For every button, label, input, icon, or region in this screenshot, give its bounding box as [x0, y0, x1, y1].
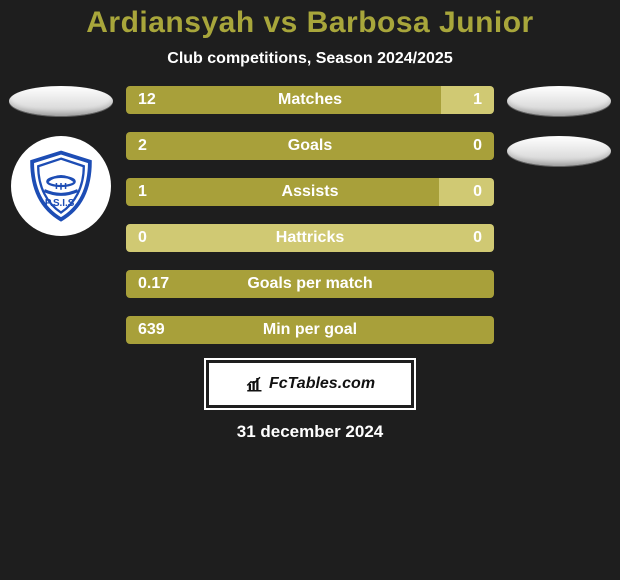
stat-value-left: 2 [138, 137, 147, 155]
stat-value-left: 0.17 [138, 275, 169, 293]
brand-badge: FcTables.com [206, 360, 414, 408]
brand-prefix: Fc [269, 375, 288, 392]
stat-value-left: 1 [138, 183, 147, 201]
brand-suffix: Tables.com [288, 375, 375, 392]
comparison-card: Ardiansyah vs Barbosa Junior Club compet… [0, 0, 620, 442]
stat-label: Min per goal [263, 321, 357, 339]
stat-value-left: 639 [138, 321, 165, 339]
footer-date: 31 december 2024 [237, 422, 384, 442]
player-badge-right-1 [507, 86, 611, 116]
stat-bar: Min per goal 639 [126, 316, 494, 344]
page-title: Ardiansyah vs Barbosa Junior [0, 6, 620, 40]
stat-label: Goals per match [247, 275, 372, 293]
player-badge-left [9, 86, 113, 116]
stat-bar: Goals per match 0.17 [126, 270, 494, 298]
stat-bar: Assists 1 0 [126, 178, 494, 206]
stat-bar: Matches 12 1 [126, 86, 494, 114]
stat-bar: Hattricks 0 0 [126, 224, 494, 252]
stats-bars: Matches121Goals20Assists10Hattricks00Goa… [116, 86, 504, 344]
content-row: P.S.I.S. Matches121Goals20Assists10Hattr… [0, 86, 620, 344]
player-badge-right-2 [507, 136, 611, 166]
stat-label: Matches [278, 91, 342, 109]
stat-bar-segment [126, 86, 387, 114]
club-logo-left: P.S.I.S. [11, 136, 111, 236]
bar-chart-icon [245, 375, 263, 393]
stat-bar-segment [387, 86, 440, 114]
stat-label: Hattricks [276, 229, 344, 247]
stat-value-right: 0 [473, 229, 482, 247]
stat-bar-segment [439, 178, 494, 206]
stat-label: Assists [282, 183, 339, 201]
stat-label: Goals [288, 137, 332, 155]
brand-text: FcTables.com [269, 375, 375, 393]
subtitle: Club competitions, Season 2024/2025 [0, 50, 620, 68]
stat-value-right: 0 [473, 183, 482, 201]
stat-value-left: 0 [138, 229, 147, 247]
right-column [504, 86, 614, 166]
stat-bar: Goals 2 0 [126, 132, 494, 160]
stat-value-left: 12 [138, 91, 156, 109]
svg-text:P.S.I.S.: P.S.I.S. [45, 198, 77, 209]
stat-bar-segment [441, 86, 494, 114]
psis-crest-icon: P.S.I.S. [23, 148, 99, 224]
left-column: P.S.I.S. [6, 86, 116, 236]
stat-value-right: 0 [473, 137, 482, 155]
footer: FcTables.com 31 december 2024 [0, 360, 620, 442]
stat-value-right: 1 [473, 91, 482, 109]
